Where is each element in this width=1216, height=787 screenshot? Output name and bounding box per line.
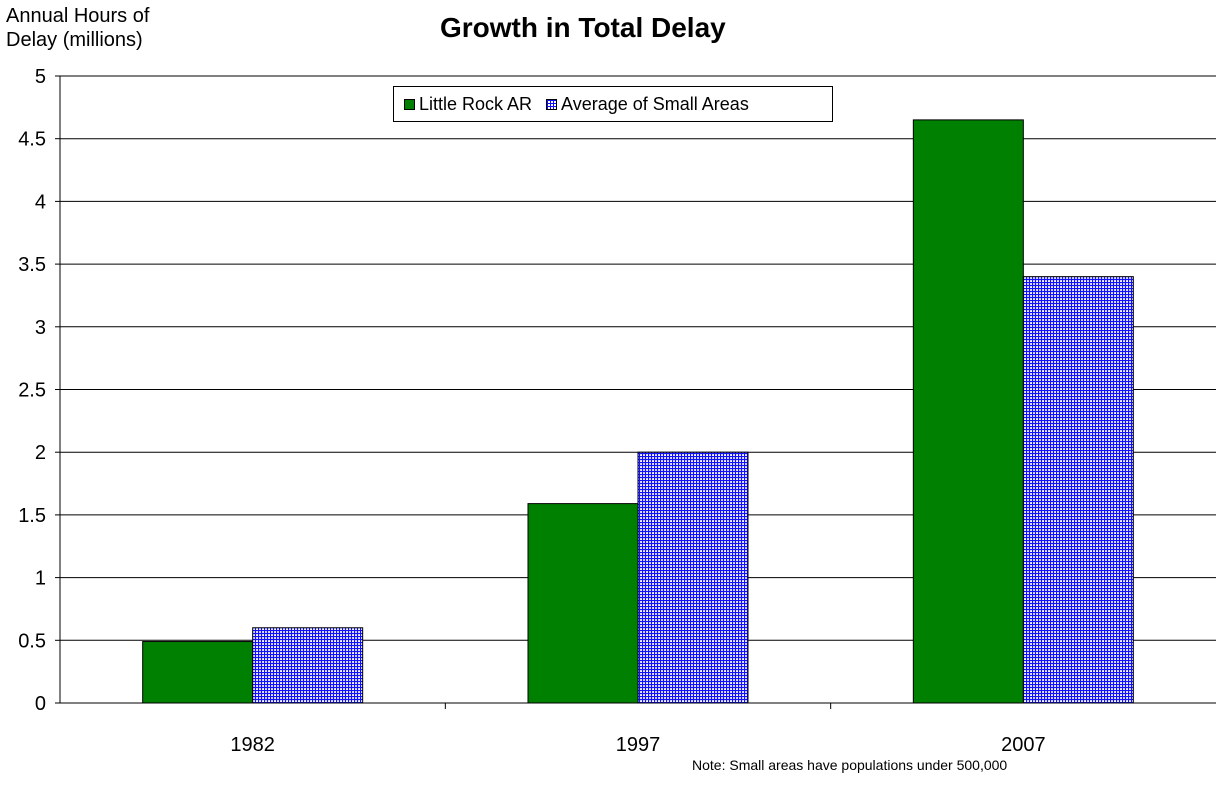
y-tick-label: 0 xyxy=(35,693,46,715)
bar-little-rock-1997 xyxy=(527,503,639,704)
y-tick-label: 0.5 xyxy=(18,630,46,652)
chart-title: Growth in Total Delay xyxy=(440,12,726,43)
x-tick-label: 2007 xyxy=(1001,734,1046,756)
gridlines xyxy=(60,75,1216,641)
legend-item-little-rock: Little Rock AR xyxy=(404,94,532,115)
legend-item-small-areas: Average of Small Areas xyxy=(546,94,749,115)
y-axis-label: Annual Hours of Delay (millions) xyxy=(6,4,149,52)
y-axis-ticks: 0 0.5 1 1.5 2 2.5 3 3.5 4 4.5 5 xyxy=(18,66,46,715)
chart-note: Note: Small areas have populations under… xyxy=(692,757,1008,773)
axes xyxy=(55,75,1216,709)
legend: Little Rock AR Average of Small Areas xyxy=(393,86,833,122)
y-tick-label: 2.5 xyxy=(18,380,46,402)
bar-small-areas-1982 xyxy=(252,627,364,704)
y-tick-label: 4.5 xyxy=(18,129,46,151)
bars xyxy=(142,119,1134,704)
legend-label-small-areas: Average of Small Areas xyxy=(561,93,749,114)
y-tick-label: 2 xyxy=(35,442,46,464)
bar-small-areas-1997 xyxy=(637,451,749,704)
bar-little-rock-2007 xyxy=(912,119,1024,704)
legend-swatch-checkered-icon xyxy=(546,98,558,110)
y-tick-label: 3 xyxy=(35,317,46,339)
bar-little-rock-1982 xyxy=(142,641,254,704)
bar-small-areas-2007 xyxy=(1022,276,1134,704)
y-tick-label: 3.5 xyxy=(18,254,46,276)
y-tick-label: 5 xyxy=(35,66,46,88)
y-tick-label: 4 xyxy=(35,191,46,213)
x-axis-ticks: 1982 1997 2007 xyxy=(230,734,1045,756)
y-tick-label: 1.5 xyxy=(18,505,46,527)
y-tick-label: 1 xyxy=(35,568,46,590)
y-axis-label-line-1: Annual Hours of xyxy=(6,5,150,27)
legend-label-little-rock: Little Rock AR xyxy=(419,93,533,114)
legend-swatch-green-icon xyxy=(404,98,415,110)
x-tick-label: 1997 xyxy=(616,734,661,756)
x-tick-label: 1982 xyxy=(230,734,275,756)
y-axis-label-line-2: Delay (millions) xyxy=(6,29,143,51)
